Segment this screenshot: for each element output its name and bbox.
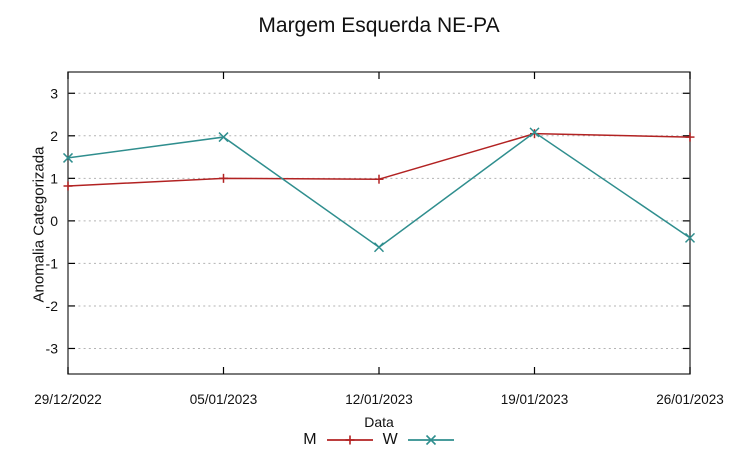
y-tick-label: -2 xyxy=(46,298,59,314)
y-tick-label: 0 xyxy=(50,213,58,229)
y-tick-label: -1 xyxy=(46,255,59,271)
series-marker-w xyxy=(684,232,696,243)
x-tick-label: 05/01/2023 xyxy=(190,392,258,407)
legend-label-w: W xyxy=(382,431,398,448)
x-tick-label: 26/01/2023 xyxy=(656,392,724,407)
x-tick-label: 19/01/2023 xyxy=(501,392,569,407)
y-tick-label: -3 xyxy=(46,340,59,356)
plot-border xyxy=(67,71,691,375)
legend-item-w: W xyxy=(383,431,455,449)
legend-marker xyxy=(425,434,436,446)
series-marker-w xyxy=(62,152,74,163)
legend: M W xyxy=(68,430,690,450)
x-tick-label: 12/01/2023 xyxy=(345,392,413,407)
y-tick-label: 3 xyxy=(50,85,58,101)
chart-title: Margem Esquerda NE-PA xyxy=(258,14,500,37)
legend-sample-m-icon xyxy=(326,435,373,445)
series-marker-w xyxy=(529,127,540,138)
legend-sample-w-icon xyxy=(407,434,454,446)
x-axis-title: Data xyxy=(364,414,394,430)
series-marker-w xyxy=(218,132,229,143)
legend-label-m: M xyxy=(303,431,317,448)
series-line-w xyxy=(67,131,691,249)
y-tick-label: 1 xyxy=(50,170,58,186)
series-marker-w xyxy=(373,242,385,253)
y-axis-title: Anomalia Categorizada xyxy=(30,146,48,303)
legend-item-m: M xyxy=(303,431,373,449)
y-tick-label: 2 xyxy=(50,128,58,144)
x-tick-label: 29/12/2022 xyxy=(34,392,102,407)
